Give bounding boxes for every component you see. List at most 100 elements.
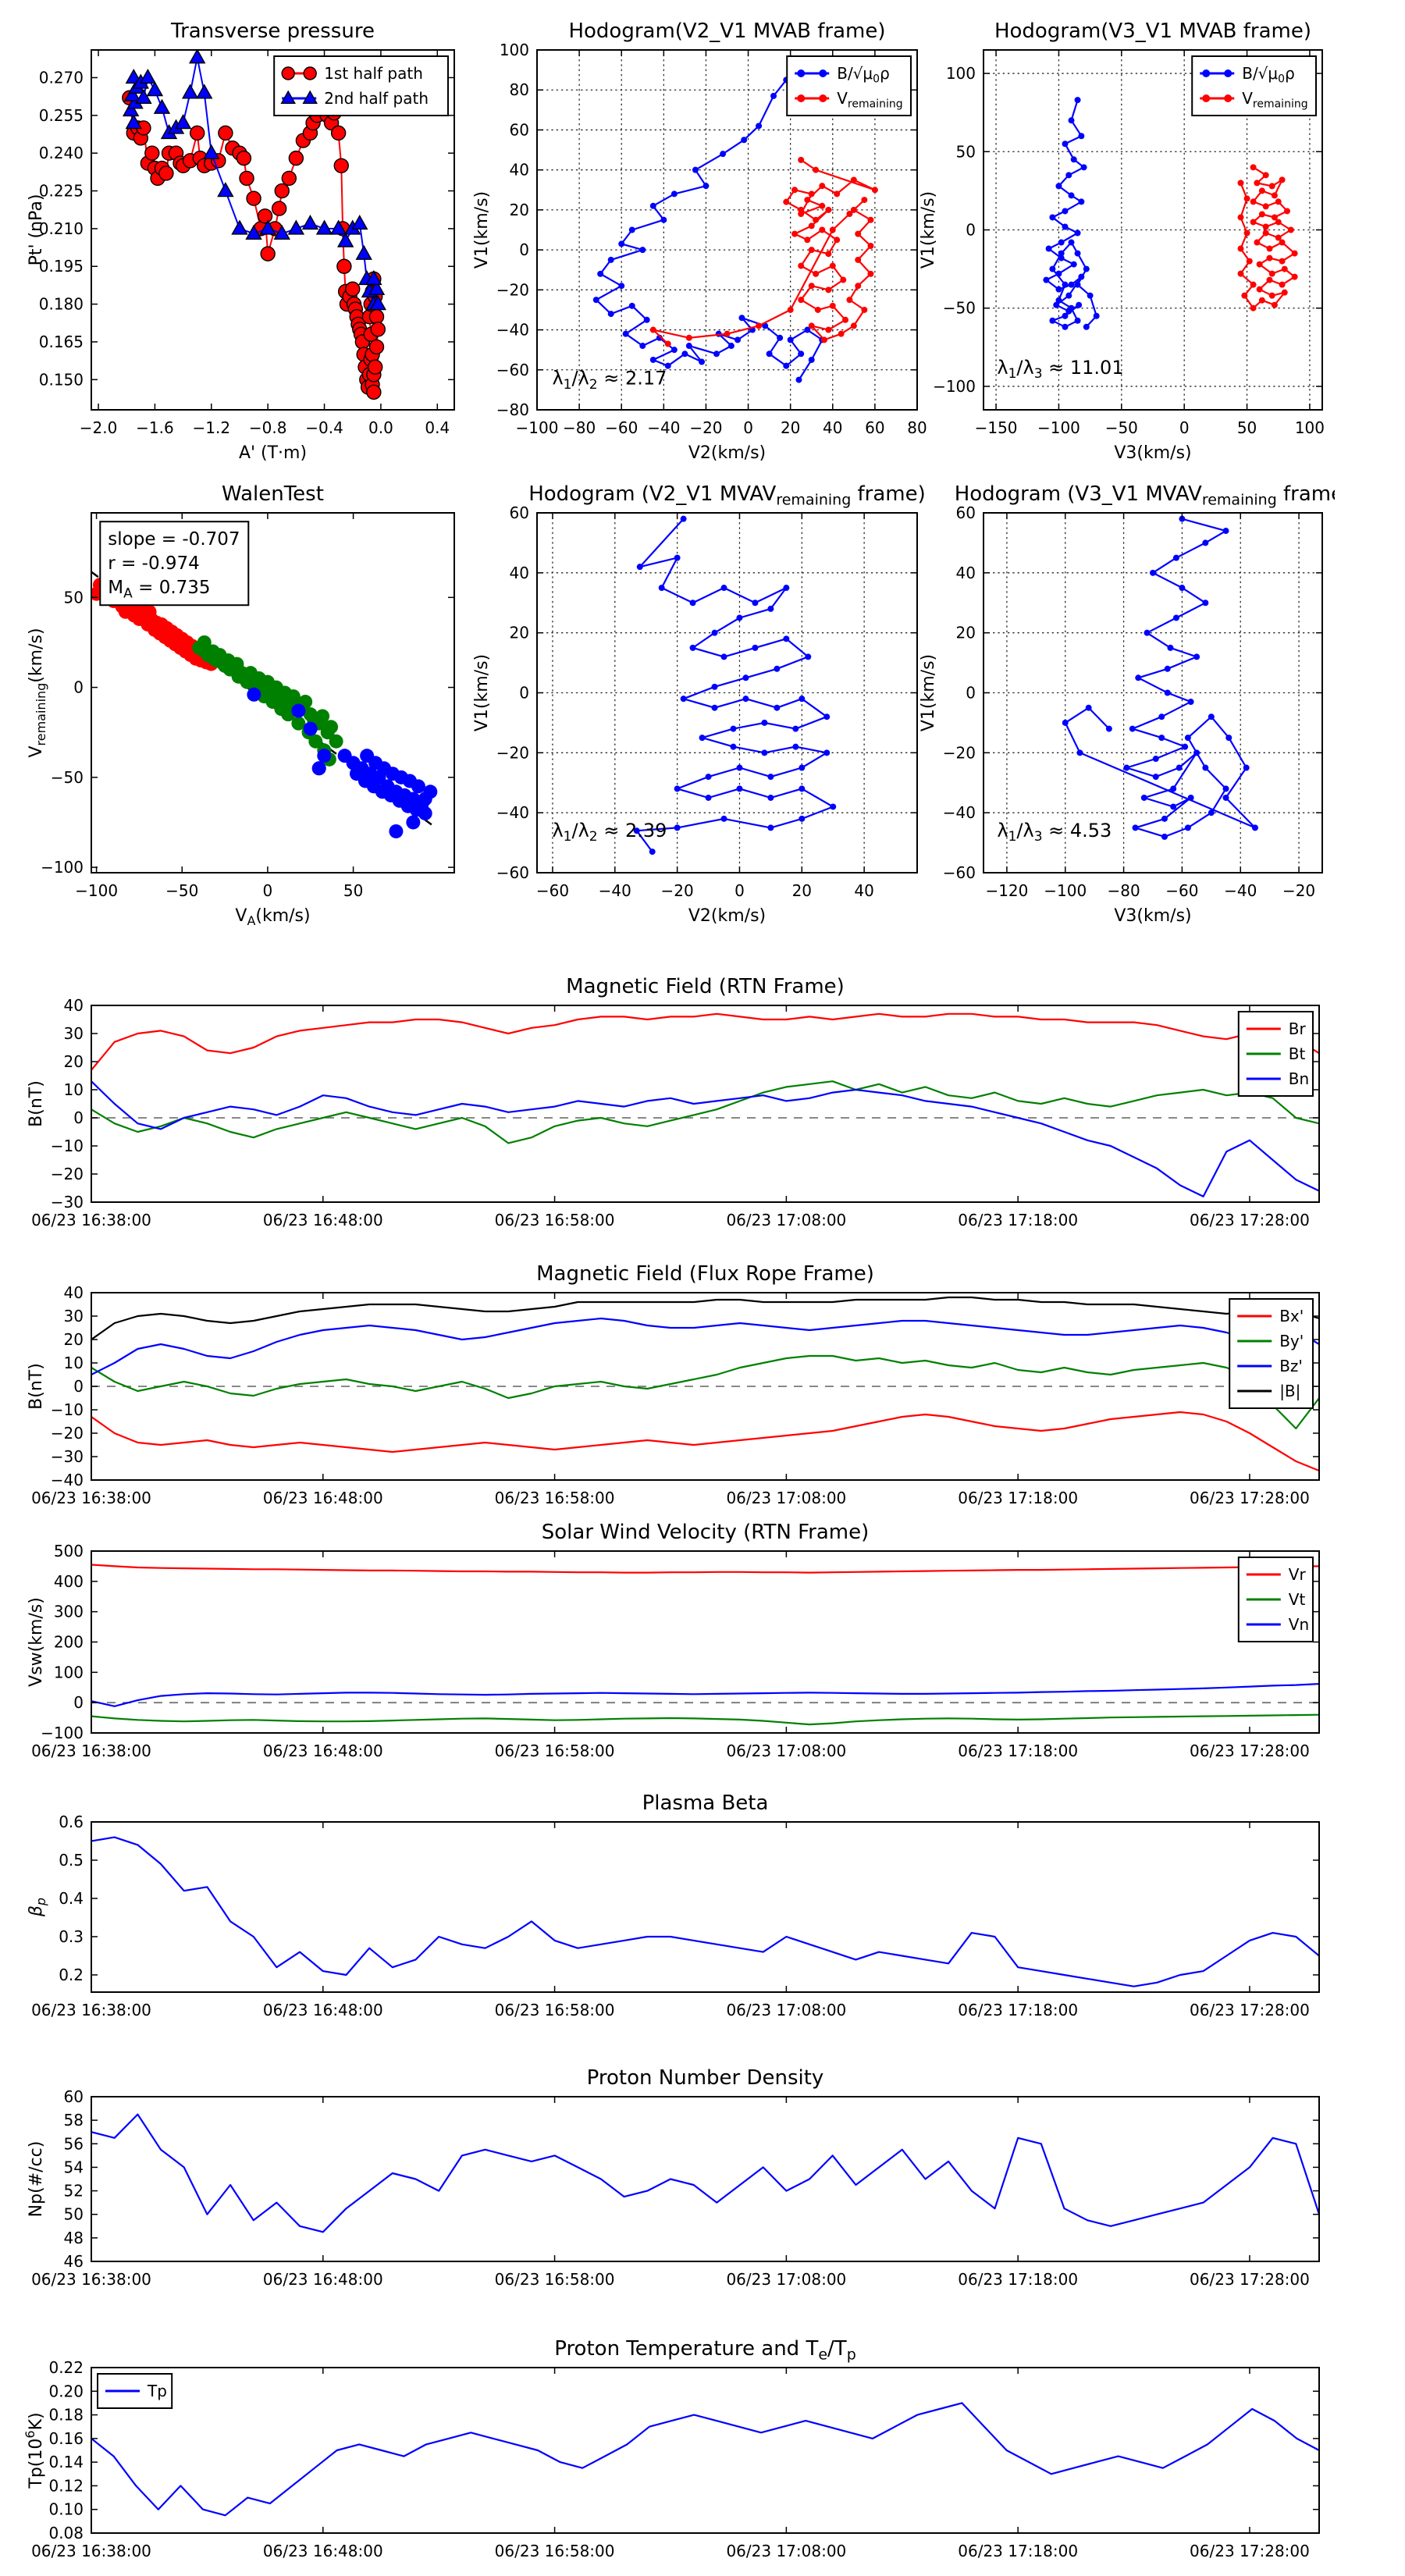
circle-marker — [711, 704, 718, 711]
legend-label: B/√μ0ρ — [837, 64, 890, 85]
circle-marker — [808, 283, 815, 290]
circle-marker — [855, 256, 862, 263]
circle-marker — [799, 785, 806, 792]
triangle-marker — [245, 224, 262, 240]
series-layer — [633, 515, 837, 856]
circle-marker — [418, 806, 432, 820]
circle-marker — [798, 297, 805, 304]
y-tick-label: 10 — [64, 1080, 84, 1099]
circle-marker — [1074, 250, 1081, 257]
y-tick-label: 50 — [64, 588, 84, 607]
triangle-marker — [174, 114, 192, 130]
circle-marker — [260, 246, 276, 262]
y-axis-label: V1(km/s) — [472, 191, 492, 269]
chart-title: Magnetic Field (RTN Frame) — [566, 975, 845, 998]
x-tick-label: 06/23 16:48:00 — [263, 2270, 383, 2289]
circle-marker — [1170, 803, 1177, 810]
circle-marker — [1208, 809, 1215, 817]
circle-marker — [345, 281, 361, 297]
x-tick-label: 20 — [792, 881, 812, 900]
y-tick-label: −20 — [496, 743, 529, 762]
x-tick-label: 06/23 16:58:00 — [495, 1211, 615, 1229]
y-tick-label: 0.08 — [48, 2524, 84, 2542]
y-tick-label: 0 — [519, 684, 529, 703]
circle-marker — [702, 183, 710, 190]
y-tick-label: 54 — [64, 2158, 84, 2176]
circle-marker — [797, 94, 806, 102]
circle-marker — [1291, 250, 1298, 257]
x-tick-label: 0 — [735, 881, 745, 900]
circle-marker — [406, 815, 421, 830]
circle-marker — [830, 803, 837, 810]
circle-marker — [1262, 203, 1269, 210]
y-tick-label: 20 — [510, 624, 529, 642]
y-tick-label: 0.240 — [39, 144, 84, 162]
circle-marker — [1208, 713, 1215, 720]
circle-marker — [842, 316, 849, 323]
circle-marker — [1068, 304, 1075, 311]
circle-marker — [799, 815, 806, 822]
x-axis-label: VA(km/s) — [235, 906, 310, 928]
circle-marker — [1164, 689, 1171, 696]
circle-marker — [774, 704, 781, 711]
circle-marker — [1202, 600, 1209, 607]
circle-marker — [649, 849, 656, 856]
stats-line: slope = -0.707 — [108, 529, 240, 550]
circle-marker — [742, 696, 749, 703]
circle-marker — [783, 362, 790, 369]
y-tick-label: 60 — [64, 2087, 84, 2106]
circle-marker — [1132, 824, 1139, 831]
y-tick-label: 0.2 — [59, 1966, 84, 1984]
y-tick-label: −50 — [51, 768, 84, 787]
y-tick-label: 46 — [64, 2252, 84, 2271]
x-tick-label: 06/23 16:48:00 — [263, 1489, 383, 1505]
circle-marker — [798, 206, 805, 213]
circle-marker — [1083, 265, 1090, 272]
circle-marker — [639, 247, 646, 254]
circle-marker — [720, 815, 727, 822]
circle-marker — [867, 242, 874, 249]
series-bt — [91, 1080, 1319, 1144]
circle-marker — [861, 306, 868, 313]
solar-wind-velocity-panel: 06/23 16:38:00 06/23 16:48:00 06/23 16:58:… — [17, 1510, 1391, 1760]
circle-marker — [218, 125, 233, 141]
y-tick-label: 20 — [956, 624, 976, 642]
series-vr — [91, 1564, 1319, 1574]
hodogram-v3v1-mvav-panel: −120 −100 −80 −60 −40 −20 −60 −40 −20 0 20 40 60 Hodo… — [909, 469, 1351, 977]
y-tick-label: 48 — [64, 2229, 84, 2247]
circle-marker — [738, 315, 745, 322]
y-tick-label: 0 — [73, 678, 84, 697]
y-tick-label: 0.270 — [39, 68, 84, 87]
y-tick-label: −40 — [51, 1471, 84, 1489]
circle-marker — [1152, 756, 1159, 763]
legend-label: Vr — [1289, 1565, 1307, 1584]
y-tick-label: 100 — [500, 41, 529, 59]
circle-marker — [1275, 198, 1282, 205]
circle-marker — [1256, 261, 1263, 268]
legend-label: By' — [1279, 1332, 1304, 1350]
magnetic-field-rtn-panel: 06/23 16:38:00 06/23 16:48:00 06/23 16:58:… — [17, 964, 1391, 1245]
series-beta-p — [91, 1836, 1319, 1987]
legend-label: Vt — [1289, 1590, 1306, 1609]
y-tick-label: 0.10 — [48, 2500, 84, 2519]
series-np — [91, 2113, 1319, 2233]
triangle-marker — [135, 88, 152, 104]
circle-marker — [808, 356, 815, 363]
y-tick-label: −100 — [41, 1724, 84, 1742]
x-tick-label: −40 — [1224, 881, 1257, 900]
circle-marker — [1076, 749, 1083, 756]
axes-spines — [91, 512, 455, 873]
x-tick-label: 100 — [1295, 418, 1325, 437]
triangle-marker — [203, 144, 220, 159]
y-tick-label: 80 — [510, 80, 529, 99]
circle-marker — [730, 725, 737, 732]
circle-marker — [628, 226, 635, 233]
x-tick-label: 06/23 16:58:00 — [495, 1742, 615, 1759]
stats-line: MA = 0.735 — [108, 578, 210, 601]
chart-title: WalenTest — [222, 482, 324, 506]
x-tick-label: −20 — [661, 881, 694, 900]
circle-marker — [838, 330, 845, 337]
legend-box — [273, 55, 450, 116]
circle-marker — [1152, 774, 1159, 781]
circle-marker — [1068, 239, 1075, 246]
